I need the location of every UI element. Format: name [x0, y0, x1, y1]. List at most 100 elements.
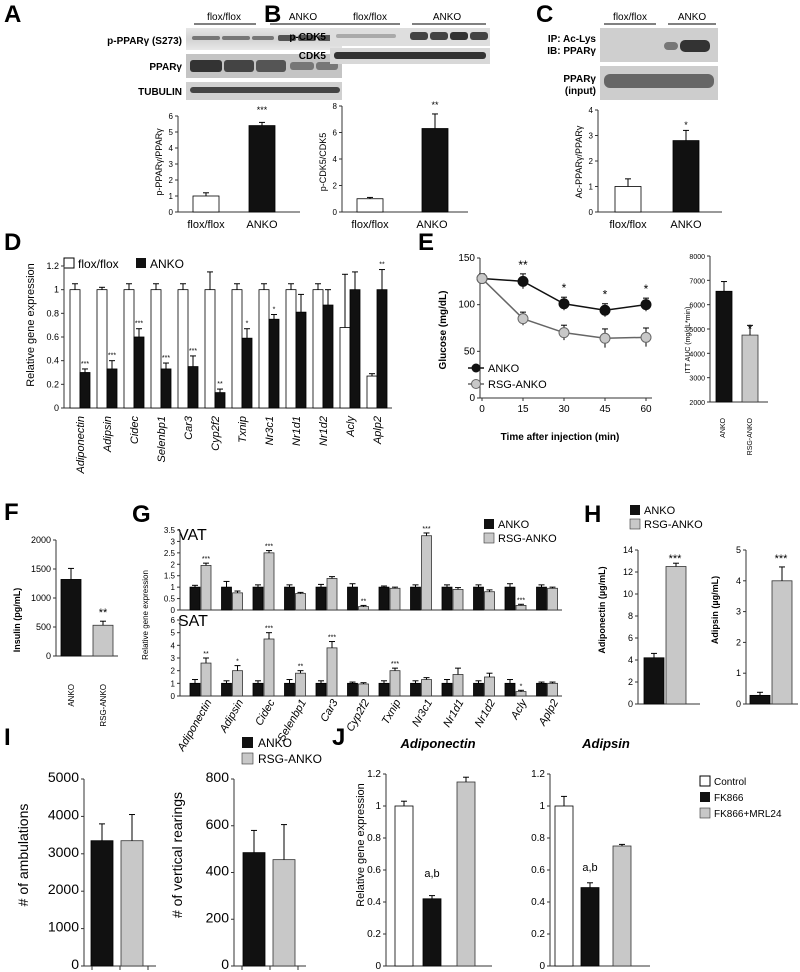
bar	[285, 289, 297, 409]
bar	[554, 805, 574, 967]
legend-swatch-control	[699, 775, 711, 787]
y-tick-label: 0	[71, 956, 79, 972]
y-tick-label: 5000	[48, 769, 79, 785]
blot-label: TUBULIN	[138, 87, 182, 98]
bar	[263, 552, 275, 611]
y-tick-label: 0	[46, 651, 51, 661]
bar	[106, 368, 118, 409]
significance-label: ***	[162, 355, 170, 362]
blot-group-label: flox/flox	[207, 12, 241, 23]
y-tick-label: 1	[736, 668, 741, 678]
y-tick-label: 0.4	[367, 897, 381, 908]
y-tick-label: 0	[169, 208, 174, 217]
bar	[441, 586, 453, 611]
blot-label: (input)	[565, 86, 596, 97]
y-axis-label: p-PPARγ/PPARγ	[154, 128, 164, 196]
y-tick-label: 4	[169, 144, 174, 153]
significance-label: *	[562, 281, 567, 295]
y-tick-label: 2000	[48, 881, 79, 897]
legend-marker	[471, 363, 481, 373]
x-tick-label: 30	[558, 404, 570, 415]
bar	[177, 289, 189, 409]
y-tick-label: 3000	[689, 376, 705, 383]
significance-label: **	[203, 651, 209, 658]
bar	[160, 368, 172, 409]
y-tick-label: 1000	[48, 919, 79, 935]
bar	[547, 682, 558, 697]
data-point	[476, 273, 488, 285]
legend-swatch-rsg	[483, 532, 495, 544]
blot-group-label: ANKO	[678, 12, 707, 23]
y-tick-label: 1.5	[164, 572, 176, 581]
significance-label: **	[298, 664, 304, 671]
bar	[378, 586, 390, 611]
x-tick-label: ANKO	[416, 219, 448, 231]
significance-label: **	[217, 381, 223, 388]
y-tick-label: 0.8	[46, 308, 59, 318]
x-tick-label: Acly	[508, 696, 530, 722]
bar	[214, 392, 226, 409]
y-tick-label: 3	[589, 132, 594, 141]
bar	[200, 662, 212, 697]
bar	[452, 674, 464, 697]
legend-label: RSG-ANKO	[644, 519, 703, 531]
bar	[295, 593, 306, 611]
significance-label: ***	[328, 635, 336, 642]
legend-swatch-fk866	[700, 792, 710, 802]
bar	[120, 840, 144, 967]
y-tick-label: 3	[736, 607, 741, 617]
x-tick-label: ANKO	[246, 219, 278, 231]
y-tick-label: 6	[171, 616, 176, 625]
panel-letter-h: H	[584, 501, 601, 528]
panel-letter-c: C	[536, 1, 553, 28]
legend-label: RSG-ANKO	[498, 533, 557, 545]
x-tick-label: Adipsin	[102, 416, 114, 453]
y-tick-label: 50	[464, 346, 476, 357]
panel-letter-j: J	[332, 724, 345, 751]
bar	[272, 859, 296, 967]
y-tick-label: 8	[628, 611, 633, 621]
y-tick-label: 1	[54, 285, 59, 295]
bar	[612, 845, 632, 967]
y-tick-label: 0	[469, 393, 475, 404]
bar	[643, 657, 665, 705]
legend-swatch-anko	[136, 258, 146, 268]
y-tick-label: 6	[169, 112, 174, 121]
significance-label: a,b	[424, 868, 439, 880]
bar	[315, 586, 327, 611]
bar	[248, 125, 276, 213]
y-tick-label: 0.2	[367, 929, 381, 940]
y-tick-label: 1	[375, 801, 381, 812]
x-tick-label: flox/flox	[609, 219, 647, 231]
x-tick-label: Nr1d1	[441, 698, 466, 730]
data-point	[558, 327, 570, 339]
legend-swatch-anko	[630, 505, 640, 515]
bar	[378, 682, 390, 697]
legend-swatch-rsg	[241, 752, 254, 765]
y-tick-label: 5000	[689, 327, 705, 334]
significance-label: **	[99, 607, 108, 619]
significance-label: ***	[669, 553, 683, 565]
y-tick-label: 2	[333, 182, 338, 191]
blot-group-label: flox/flox	[613, 12, 647, 23]
bar	[672, 140, 700, 213]
chart-marks-layer: 0123456024680123400.20.40.60.811.2***Adi…	[31, 102, 798, 972]
significance-label: *	[684, 120, 688, 130]
bar	[326, 647, 338, 697]
bar	[187, 366, 199, 409]
panel-c-blots: flox/flox ANKO IP: Ac-Lys IB: PPARγ PPAR…	[547, 12, 718, 100]
y-tick-label: 6	[333, 129, 338, 138]
significance-label: *	[520, 683, 523, 690]
bar	[339, 327, 351, 409]
legend-label: ANKO	[498, 519, 530, 531]
y-tick-label: 0	[171, 692, 176, 701]
significance-label: ***	[422, 526, 430, 533]
legend-swatch-fk866-mrl24	[699, 807, 711, 819]
blot-label: IB: PPARγ	[547, 46, 596, 57]
x-tick-label: RSG-ANKO	[747, 417, 754, 455]
bar	[295, 672, 306, 697]
y-tick-label: 1	[171, 583, 176, 592]
y-tick-label: 0.8	[367, 833, 381, 844]
x-tick-label: Nr1d2	[318, 416, 330, 446]
